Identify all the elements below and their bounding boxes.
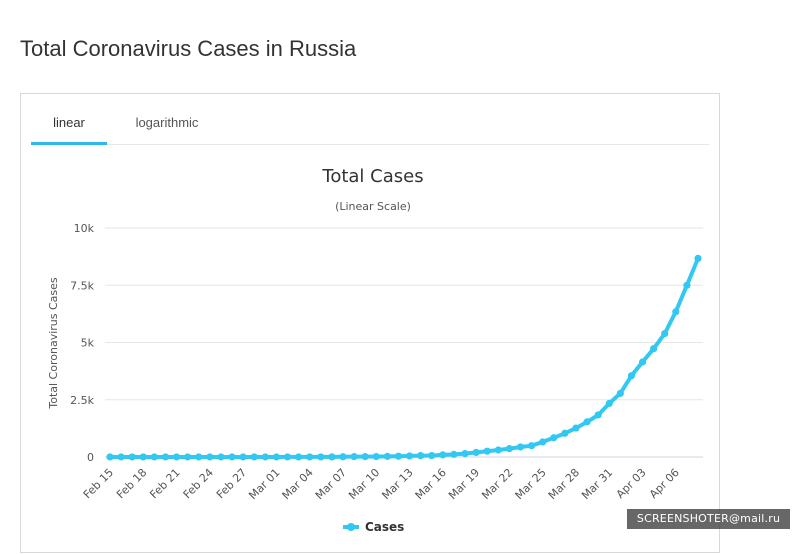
data-point[interactable]	[417, 452, 425, 460]
y-tick-label: 0	[87, 451, 94, 464]
data-point[interactable]	[583, 418, 591, 426]
data-point[interactable]	[594, 411, 602, 419]
data-point[interactable]	[694, 254, 702, 263]
series-line	[108, 256, 700, 459]
data-point[interactable]	[561, 429, 569, 437]
data-point[interactable]	[450, 450, 458, 458]
data-point[interactable]	[139, 453, 147, 461]
data-point[interactable]	[295, 453, 303, 461]
data-point[interactable]	[272, 453, 281, 461]
data-point[interactable]	[527, 442, 536, 450]
data-point[interactable]	[539, 438, 547, 446]
data-point[interactable]	[372, 452, 380, 461]
data-point[interactable]	[605, 399, 613, 408]
x-tick-label: Mar 01	[246, 466, 282, 502]
y-tick-label: 5k	[81, 337, 95, 350]
data-point[interactable]	[184, 453, 192, 461]
data-point[interactable]	[261, 453, 269, 461]
data-point[interactable]	[638, 358, 647, 366]
data-point[interactable]	[239, 453, 247, 461]
x-tick-label: Mar 16	[413, 466, 449, 502]
data-point[interactable]	[117, 453, 125, 461]
data-point[interactable]	[161, 453, 170, 461]
x-tick-label: Feb 24	[181, 466, 216, 501]
data-point[interactable]	[206, 453, 214, 461]
scale-tabs: linear logarithmic	[31, 94, 709, 145]
data-point[interactable]	[228, 453, 236, 461]
x-tick-label: Apr 03	[614, 466, 649, 501]
x-tick-label: Apr 06	[647, 466, 682, 501]
x-tick-label: Mar 25	[513, 466, 549, 502]
x-tick-label: Mar 19	[446, 466, 482, 502]
chart-title: Total Cases	[321, 166, 423, 187]
data-point[interactable]	[672, 308, 680, 316]
legend-item-cases[interactable]: Cases	[365, 520, 404, 534]
data-point[interactable]	[627, 372, 636, 380]
data-point[interactable]	[317, 453, 325, 461]
legend-swatch-marker	[347, 523, 355, 531]
data-point[interactable]	[339, 453, 347, 461]
grid-lines	[105, 227, 703, 458]
data-point[interactable]	[106, 453, 114, 461]
data-point[interactable]	[550, 434, 558, 442]
chart-subtitle: (Linear Scale)	[335, 200, 411, 213]
series-cases	[106, 254, 702, 461]
legend[interactable]: Cases	[343, 520, 404, 534]
chart-card: linear logarithmic Total Cases (Linear S…	[20, 93, 720, 553]
data-point[interactable]	[472, 448, 480, 457]
data-point[interactable]	[350, 453, 358, 461]
x-tick-label: Mar 28	[546, 466, 582, 502]
data-point[interactable]	[661, 329, 669, 338]
x-tick-label: Mar 10	[346, 466, 382, 502]
x-tick-label: Mar 22	[479, 466, 515, 502]
data-point[interactable]	[306, 453, 314, 461]
data-point[interactable]	[683, 281, 691, 289]
watermark: SCREENSHOTER@mail.ru	[627, 509, 790, 529]
data-point[interactable]	[250, 453, 258, 461]
data-point[interactable]	[405, 452, 414, 460]
data-point[interactable]	[283, 453, 292, 461]
data-point[interactable]	[195, 453, 203, 461]
data-point[interactable]	[328, 453, 336, 461]
data-point[interactable]	[616, 389, 624, 398]
data-point[interactable]	[439, 451, 447, 459]
data-point[interactable]	[394, 452, 403, 460]
data-point[interactable]	[128, 453, 136, 461]
data-point[interactable]	[494, 446, 502, 454]
data-point[interactable]	[150, 453, 158, 461]
y-axis-label: Total Coronavirus Cases	[47, 277, 60, 410]
line-chart: Total Cases (Linear Scale) Total Coronav…	[47, 166, 703, 534]
x-tick-label: Feb 21	[147, 466, 182, 501]
data-point[interactable]	[516, 443, 525, 451]
y-tick-label: 10k	[74, 222, 95, 235]
data-point[interactable]	[483, 447, 491, 455]
x-tick-label: Feb 27	[214, 466, 249, 501]
data-point[interactable]	[361, 453, 369, 461]
data-point[interactable]	[172, 453, 181, 461]
page-title: Total Coronavirus Cases in Russia	[20, 36, 357, 61]
data-point[interactable]	[505, 444, 513, 453]
x-tick-label: Feb 18	[114, 466, 149, 501]
y-axis-ticks: 0 2.5k 5k 7.5k 10k	[70, 222, 94, 464]
x-tick-label: Mar 31	[579, 466, 615, 502]
tab-logarithmic[interactable]: logarithmic	[135, 115, 199, 130]
data-point[interactable]	[428, 451, 436, 460]
data-point[interactable]	[217, 453, 225, 461]
x-tick-label: Mar 04	[280, 466, 316, 502]
tab-linear[interactable]: linear	[31, 94, 107, 145]
x-tick-label: Feb 15	[81, 466, 116, 501]
data-point[interactable]	[572, 424, 580, 432]
y-tick-label: 7.5k	[70, 279, 94, 292]
x-tick-label: Mar 13	[379, 466, 415, 502]
data-point[interactable]	[461, 450, 469, 458]
data-point[interactable]	[383, 452, 391, 460]
x-tick-label: Mar 07	[313, 466, 349, 502]
y-tick-label: 2.5k	[70, 394, 94, 407]
data-point[interactable]	[650, 345, 658, 353]
